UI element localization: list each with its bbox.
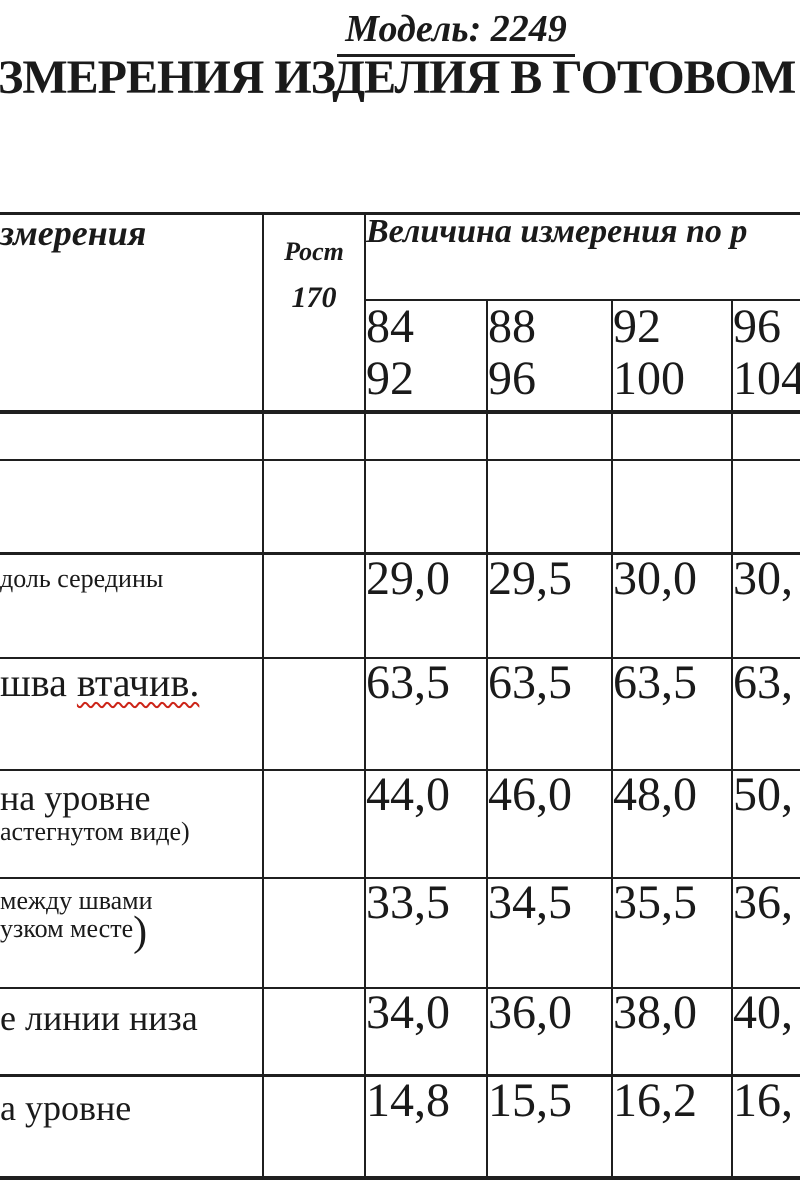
value-cell: 48,0 [611,768,733,879]
value-cell: 16,2 [611,1074,733,1179]
value-cell [364,409,488,461]
measurement-header-text: змерения [0,213,147,253]
row-label: между швами [0,885,153,915]
row-label-cell: шва втачив. [0,656,264,771]
height-cell [262,1074,366,1179]
value-cell [364,458,488,555]
size-value: 92 [613,299,661,353]
value-cell: 29,0 [364,552,488,659]
table-row-between-seams: между швами узком месте) 33,5 34,5 35,5 … [0,876,800,989]
model-title: Модель: 2249 [0,9,800,57]
value-cell: 16, [730,1074,800,1179]
value-cell: 63,5 [486,656,613,771]
value-cell: 14,8 [364,1074,488,1179]
value-cell: 40, [730,986,800,1077]
value-cell: 63, [730,656,800,771]
table-row-empty-2 [0,458,800,555]
row-label-cell [0,409,264,461]
size-value: 100 [613,351,685,405]
size-value: 104 [733,351,800,405]
size-value: 88 [488,299,536,353]
value-cell [486,409,613,461]
height-cell [262,458,366,555]
row-label-cell: на уровне астегнутом виде) [0,768,264,879]
row-label-spellchecked-word: втачив. [76,659,200,705]
row-label: на уровне [0,777,151,818]
value-cell: 50, [730,768,800,879]
column-header-measurement: змерения [0,212,264,413]
value-cell: 30, [730,552,800,659]
table-row-seam: шва втачив. 63,5 63,5 63,5 63, [0,656,800,771]
column-header-height: Рост 170 [262,212,366,413]
size-column-4: 96 104 [730,298,800,413]
value-cell: 63,5 [611,656,733,771]
table-row-hem-line: е линии низа 34,0 36,0 38,0 40, [0,986,800,1077]
size-value: 96 [488,351,536,405]
value-cell: 30,0 [611,552,733,659]
height-cell [262,768,366,879]
value-cell: 36,0 [486,986,613,1077]
table-row-chest-level: на уровне астегнутом виде) 44,0 46,0 48,… [0,768,800,879]
size-value: 92 [366,351,414,405]
table-row-empty-1 [0,409,800,461]
size-column-3: 92 100 [611,298,733,413]
height-cell [262,876,366,989]
height-cell [262,656,366,771]
size-value: 84 [366,299,414,353]
value-cell [730,458,800,555]
row-label: доль середины [0,564,164,593]
row-label-cell: между швами узком месте) [0,876,264,989]
row-label: а уровне [0,1088,132,1128]
sizes-span-text: Величина измерения по р [366,213,748,250]
value-cell [730,409,800,461]
value-cell: 29,5 [486,552,613,659]
value-cell: 35,5 [611,876,733,989]
measurement-table: змерения Рост 170 Величина измерения по … [0,212,800,1180]
value-cell [611,458,733,555]
height-label: Рост [284,237,344,266]
row-label: е линии низа [0,997,198,1038]
value-cell: 34,0 [364,986,488,1077]
value-cell: 36, [730,876,800,989]
table-row-level: а уровне 14,8 15,5 16,2 16, [0,1074,800,1179]
height-value: 170 [291,281,337,314]
value-cell: 34,5 [486,876,613,989]
value-cell: 63,5 [364,656,488,771]
size-value: 96 [733,299,781,353]
value-cell: 46,0 [486,768,613,879]
model-title-text: Модель: 2249 [337,9,575,57]
value-cell: 33,5 [364,876,488,989]
row-label-cell: доль середины [0,552,264,659]
row-label-cell [0,458,264,555]
table-size-row: 84 92 88 96 92 100 96 104 [0,298,800,413]
value-cell: 38,0 [611,986,733,1077]
row-sublabel: узком месте [0,914,134,944]
table-header-row: змерения Рост 170 Величина измерения по … [0,212,800,413]
row-sublabel: астегнутом виде) [0,817,190,847]
row-label: шва [0,659,77,705]
height-header-wrap: Рост 170 [265,216,363,314]
value-cell [486,458,613,555]
table-row-length-middle: доль середины 29,0 29,5 30,0 30, [0,552,800,659]
row-label-cell: а уровне [0,1074,264,1179]
size-column-2: 88 96 [486,298,613,413]
value-cell: 44,0 [364,768,488,879]
value-cell: 15,5 [486,1074,613,1179]
page-title: ЗМЕРЕНИЯ ИЗДЕЛИЯ В ГОТОВОМ [0,54,796,102]
row-label-cell: е линии низа [0,986,264,1077]
size-column-1: 84 92 [364,298,488,413]
column-header-sizes-span: Величина измерения по р [363,212,800,301]
height-cell [262,986,366,1077]
value-cell [611,409,733,461]
row-sublabel-paren: ) [133,909,148,956]
height-cell [262,552,366,659]
height-cell [262,409,366,461]
